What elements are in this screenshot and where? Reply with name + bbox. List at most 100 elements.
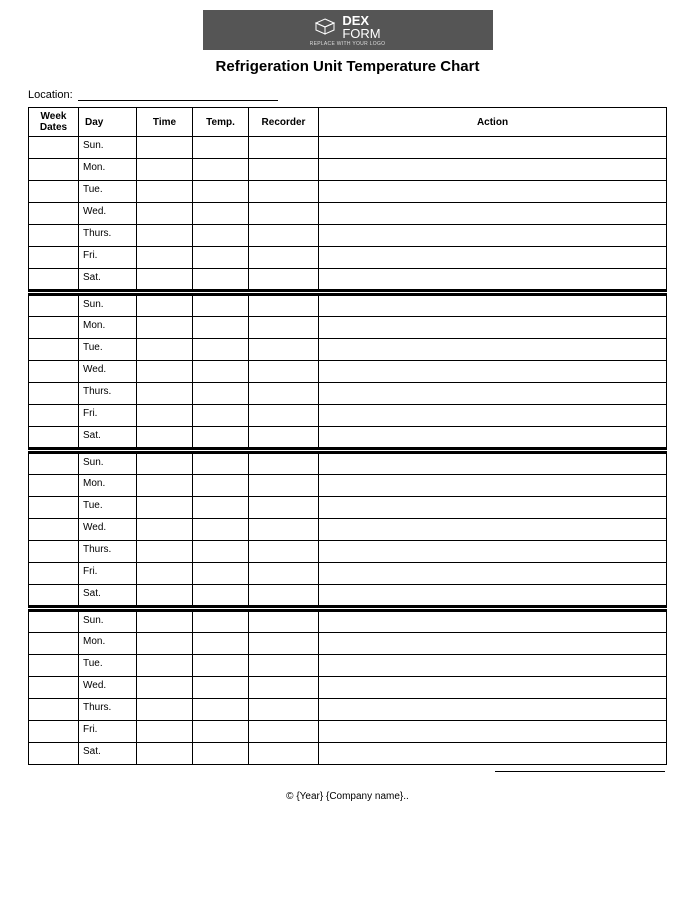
cell-empty[interactable] (249, 269, 319, 291)
cell-empty[interactable] (249, 317, 319, 339)
cell-empty[interactable] (249, 563, 319, 585)
cell-empty[interactable] (319, 453, 667, 475)
cell-empty[interactable] (193, 497, 249, 519)
cell-empty[interactable] (319, 159, 667, 181)
cell-empty[interactable] (249, 137, 319, 159)
cell-empty[interactable] (193, 383, 249, 405)
cell-empty[interactable] (193, 475, 249, 497)
cell-empty[interactable] (193, 225, 249, 247)
cell-empty[interactable] (137, 563, 193, 585)
cell-empty[interactable] (249, 453, 319, 475)
cell-empty[interactable] (137, 611, 193, 633)
cell-empty[interactable] (249, 247, 319, 269)
cell-empty[interactable] (193, 159, 249, 181)
cell-empty[interactable] (319, 585, 667, 607)
cell-empty[interactable] (249, 339, 319, 361)
cell-empty[interactable] (249, 497, 319, 519)
cell-empty[interactable] (193, 585, 249, 607)
cell-empty[interactable] (193, 519, 249, 541)
cell-empty[interactable] (249, 427, 319, 449)
cell-empty[interactable] (193, 361, 249, 383)
cell-empty[interactable] (319, 427, 667, 449)
cell-empty[interactable] (137, 633, 193, 655)
cell-empty[interactable] (249, 519, 319, 541)
cell-empty[interactable] (193, 721, 249, 743)
cell-empty[interactable] (319, 677, 667, 699)
cell-empty[interactable] (319, 339, 667, 361)
cell-empty[interactable] (249, 585, 319, 607)
cell-empty[interactable] (137, 677, 193, 699)
cell-empty[interactable] (137, 203, 193, 225)
cell-empty[interactable] (137, 181, 193, 203)
cell-empty[interactable] (137, 137, 193, 159)
cell-empty[interactable] (193, 247, 249, 269)
cell-empty[interactable] (137, 475, 193, 497)
cell-empty[interactable] (319, 497, 667, 519)
cell-empty[interactable] (137, 743, 193, 765)
cell-empty[interactable] (137, 269, 193, 291)
cell-empty[interactable] (319, 225, 667, 247)
cell-empty[interactable] (319, 655, 667, 677)
cell-empty[interactable] (249, 225, 319, 247)
cell-empty[interactable] (193, 137, 249, 159)
cell-empty[interactable] (137, 519, 193, 541)
cell-empty[interactable] (193, 203, 249, 225)
cell-empty[interactable] (193, 339, 249, 361)
cell-empty[interactable] (137, 247, 193, 269)
cell-empty[interactable] (137, 585, 193, 607)
cell-empty[interactable] (319, 519, 667, 541)
cell-empty[interactable] (249, 611, 319, 633)
cell-empty[interactable] (249, 743, 319, 765)
cell-empty[interactable] (137, 317, 193, 339)
cell-empty[interactable] (137, 655, 193, 677)
location-input-line[interactable] (78, 100, 278, 101)
cell-empty[interactable] (137, 339, 193, 361)
cell-empty[interactable] (319, 361, 667, 383)
cell-empty[interactable] (137, 361, 193, 383)
cell-empty[interactable] (193, 295, 249, 317)
cell-empty[interactable] (193, 563, 249, 585)
cell-empty[interactable] (193, 611, 249, 633)
cell-empty[interactable] (319, 633, 667, 655)
cell-empty[interactable] (137, 541, 193, 563)
cell-empty[interactable] (193, 269, 249, 291)
cell-empty[interactable] (319, 269, 667, 291)
cell-empty[interactable] (249, 541, 319, 563)
cell-empty[interactable] (319, 405, 667, 427)
cell-empty[interactable] (193, 677, 249, 699)
cell-empty[interactable] (249, 405, 319, 427)
cell-empty[interactable] (193, 655, 249, 677)
cell-empty[interactable] (249, 475, 319, 497)
cell-empty[interactable] (193, 427, 249, 449)
cell-empty[interactable] (249, 181, 319, 203)
cell-empty[interactable] (249, 677, 319, 699)
cell-empty[interactable] (137, 427, 193, 449)
cell-empty[interactable] (137, 405, 193, 427)
cell-empty[interactable] (249, 203, 319, 225)
cell-empty[interactable] (249, 383, 319, 405)
cell-empty[interactable] (319, 541, 667, 563)
cell-empty[interactable] (319, 317, 667, 339)
cell-empty[interactable] (319, 383, 667, 405)
cell-empty[interactable] (319, 475, 667, 497)
cell-empty[interactable] (249, 633, 319, 655)
cell-empty[interactable] (137, 295, 193, 317)
cell-empty[interactable] (319, 611, 667, 633)
cell-empty[interactable] (137, 699, 193, 721)
cell-empty[interactable] (193, 633, 249, 655)
cell-empty[interactable] (249, 655, 319, 677)
cell-empty[interactable] (193, 317, 249, 339)
cell-empty[interactable] (137, 159, 193, 181)
cell-empty[interactable] (193, 541, 249, 563)
cell-empty[interactable] (249, 159, 319, 181)
cell-empty[interactable] (193, 453, 249, 475)
cell-empty[interactable] (319, 721, 667, 743)
cell-empty[interactable] (193, 743, 249, 765)
cell-empty[interactable] (319, 203, 667, 225)
cell-empty[interactable] (249, 721, 319, 743)
cell-empty[interactable] (319, 247, 667, 269)
cell-empty[interactable] (193, 405, 249, 427)
cell-empty[interactable] (319, 137, 667, 159)
cell-empty[interactable] (319, 743, 667, 765)
cell-empty[interactable] (319, 563, 667, 585)
